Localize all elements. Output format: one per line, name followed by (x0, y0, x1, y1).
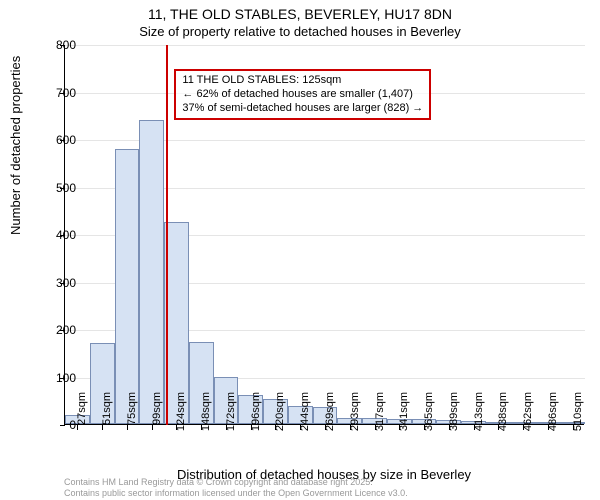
x-tick-label: 341sqm (398, 392, 410, 452)
x-tick-label: 438sqm (497, 392, 509, 452)
y-tick-label: 300 (36, 276, 76, 290)
x-tick-label: 196sqm (250, 392, 262, 452)
y-tick-label: 200 (36, 323, 76, 337)
chart-title: 11, THE OLD STABLES, BEVERLEY, HU17 8DN (0, 6, 600, 24)
chart-subtitle: Size of property relative to detached ho… (0, 24, 600, 40)
x-tick-label: 269sqm (324, 392, 336, 452)
chart-plot-area: 11 THE OLD STABLES: 125sqm← 62% of detac… (64, 45, 584, 425)
x-tick-label: 293sqm (349, 392, 361, 452)
y-tick-label: 0 (36, 418, 76, 432)
x-tick-label: 148sqm (200, 392, 212, 452)
y-tick-label: 500 (36, 181, 76, 195)
x-tick-label: 27sqm (76, 392, 88, 452)
footer-line-1: Contains HM Land Registry data © Crown c… (64, 477, 408, 487)
x-tick-label: 124sqm (175, 392, 187, 452)
x-tick-label: 244sqm (299, 392, 311, 452)
annotation-line: 37% of semi-detached houses are larger (… (182, 102, 423, 116)
annotation-box: 11 THE OLD STABLES: 125sqm← 62% of detac… (174, 69, 431, 120)
y-tick-label: 700 (36, 86, 76, 100)
x-tick-label: 172sqm (225, 392, 237, 452)
annotation-line: 11 THE OLD STABLES: 125sqm (182, 74, 423, 88)
y-axis-label: Number of detached properties (8, 56, 23, 235)
x-tick-label: 389sqm (448, 392, 460, 452)
x-tick-label: 413sqm (473, 392, 485, 452)
x-tick-label: 462sqm (522, 392, 534, 452)
marker-line (166, 45, 168, 425)
gridline (65, 45, 585, 46)
x-tick-label: 99sqm (151, 392, 163, 452)
x-tick-label: 220sqm (274, 392, 286, 452)
x-tick-label: 75sqm (126, 392, 138, 452)
x-tick-label: 317sqm (374, 392, 386, 452)
y-tick-label: 400 (36, 228, 76, 242)
x-tick-label: 510sqm (572, 392, 584, 452)
histogram-bar (139, 120, 164, 424)
y-tick-label: 800 (36, 38, 76, 52)
histogram-bar (115, 149, 140, 425)
x-tick-label: 486sqm (547, 392, 559, 452)
x-tick-label: 51sqm (101, 392, 113, 452)
footer-attribution: Contains HM Land Registry data © Crown c… (64, 477, 408, 498)
annotation-line: ← 62% of detached houses are smaller (1,… (182, 88, 423, 102)
x-tick-label: 365sqm (423, 392, 435, 452)
footer-line-2: Contains public sector information licen… (64, 488, 408, 498)
plot-region: 11 THE OLD STABLES: 125sqm← 62% of detac… (64, 45, 584, 425)
y-tick-label: 600 (36, 133, 76, 147)
y-tick-label: 100 (36, 371, 76, 385)
